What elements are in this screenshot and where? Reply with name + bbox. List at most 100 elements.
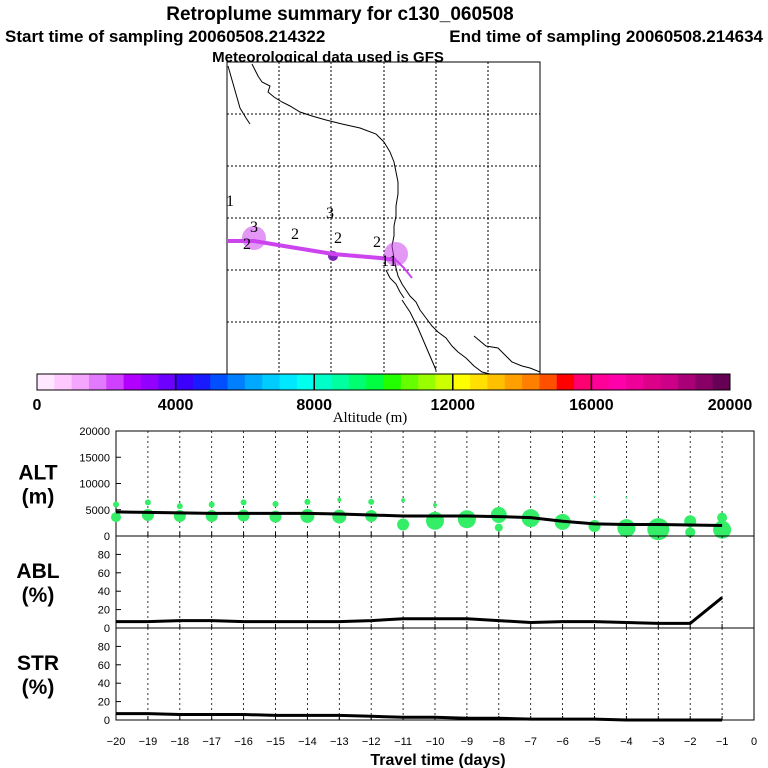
map-height-label: 3 xyxy=(250,219,258,236)
panel-unit-label: (%) xyxy=(22,676,55,699)
colorbar-swatch xyxy=(192,374,211,390)
panel-ytick-label: 80 xyxy=(98,549,110,561)
colorbar-swatch xyxy=(296,374,315,390)
panel-ytick-label: 5000 xyxy=(86,505,110,517)
x-tick-label: −10 xyxy=(426,736,445,748)
colorbar-swatch xyxy=(123,374,142,390)
colorbar-swatch xyxy=(556,374,575,390)
panel-unit-label: (%) xyxy=(22,584,55,607)
colorbar-tick-label: 12000 xyxy=(431,397,476,414)
colorbar-tick-label: 4000 xyxy=(158,397,194,414)
panel-ytick-label: 15000 xyxy=(79,452,110,464)
altitude-scatter-point xyxy=(111,512,121,523)
altitude-scatter-point xyxy=(433,503,437,508)
altitude-scatter-point xyxy=(490,507,507,523)
plume-tail xyxy=(395,259,413,279)
altitude-scatter-point xyxy=(426,511,444,530)
panel-ytick-label: 80 xyxy=(98,641,110,653)
x-tick-label: −16 xyxy=(234,736,253,748)
altitude-scatter-point xyxy=(617,519,636,538)
map-height-label: 2 xyxy=(334,230,342,247)
map-height-label: 1 xyxy=(226,193,234,210)
x-tick-label: −7 xyxy=(524,736,537,748)
panel-label: STR xyxy=(17,652,59,675)
altitude-scatter-point xyxy=(625,496,628,499)
colorbar-swatch xyxy=(522,374,540,390)
colorbar-swatch xyxy=(487,374,506,390)
colorbar-swatch xyxy=(383,374,402,390)
panel-label: ALT xyxy=(18,462,57,485)
x-tick-label: −12 xyxy=(362,736,381,748)
altitude-scatter-point xyxy=(332,509,347,524)
colorbar-tick-label: 8000 xyxy=(296,397,332,414)
panel-ytick-label: 40 xyxy=(98,586,110,598)
altitude-scatter-point xyxy=(717,512,728,523)
colorbar-tick-label: 16000 xyxy=(569,397,614,414)
map-height-label: 1 xyxy=(389,253,397,270)
x-tick-label: −17 xyxy=(202,736,221,748)
colorbar-swatch xyxy=(227,374,246,390)
end-time-label: End time of sampling 20060508.214634 xyxy=(449,27,763,46)
altitude-scatter-point xyxy=(237,509,250,522)
colorbar-swatch xyxy=(88,374,107,390)
x-tick-label: −19 xyxy=(139,736,158,748)
altitude-scatter-point xyxy=(593,495,596,498)
colorbar-swatch xyxy=(435,374,454,390)
inland-coast xyxy=(473,335,541,373)
panel-label: ABL xyxy=(16,560,59,583)
series-line xyxy=(116,596,724,625)
coastline xyxy=(251,63,491,375)
figure-title: Retroplume summary for c130_060508 xyxy=(166,4,513,25)
series-line xyxy=(116,712,723,722)
colorbar-swatch xyxy=(591,374,610,390)
altitude-scatter-point xyxy=(337,497,342,502)
panel-ytick-label: 20000 xyxy=(79,426,110,438)
colorbar-swatch xyxy=(331,374,350,390)
colorbar-frame xyxy=(36,373,731,391)
colorbar-swatch xyxy=(54,374,73,390)
altitude-scatter-point xyxy=(304,498,311,505)
altitude-scatter-point xyxy=(397,518,410,531)
x-tick-label: −3 xyxy=(652,736,665,748)
panel-ytick-label: 20 xyxy=(98,605,110,617)
colorbar-swatch xyxy=(140,374,159,390)
x-tick-label: −4 xyxy=(620,736,633,748)
colorbar-swatch xyxy=(504,374,523,390)
altitude-scatter-point xyxy=(494,523,503,532)
colorbar-swatch xyxy=(626,374,644,390)
colorbar-swatch xyxy=(470,374,488,390)
map-height-label: 2 xyxy=(373,234,381,251)
peninsula-outline xyxy=(401,299,437,371)
colorbar-swatch xyxy=(158,374,177,390)
time-series-panels: 05000100001500020000ALT(m)020406080ABL(%… xyxy=(16,426,757,748)
panel-ytick-label: 0 xyxy=(104,531,110,543)
x-tick-label: −15 xyxy=(266,736,285,748)
altitude-scatter-point xyxy=(240,499,247,506)
colorbar-swatch xyxy=(366,374,384,390)
colorbar-label: Altitude (m) xyxy=(333,410,408,426)
colorbar-swatch xyxy=(712,374,731,390)
altitude-scatter-point xyxy=(300,509,315,524)
trajectory-map: 1 3 2 2 3 2 2 1 1 xyxy=(226,61,541,375)
bay-outline xyxy=(385,269,405,299)
x-tick-label: −11 xyxy=(394,736,412,748)
colorbar-swatch xyxy=(210,374,229,390)
altitude-scatter-point xyxy=(141,509,154,521)
panel-ytick-label: 20 xyxy=(98,697,110,709)
x-tick-label: −1 xyxy=(716,736,729,748)
x-tick-label: 0 xyxy=(751,736,757,748)
colorbar-swatch xyxy=(106,374,125,390)
altitude-scatter-point xyxy=(144,499,151,506)
colorbar-swatch xyxy=(262,374,281,390)
altitude-scatter-point xyxy=(457,510,476,529)
altitude-scatter-point xyxy=(588,520,601,533)
map-height-label: 1 xyxy=(381,253,389,270)
colorbar-tick-label: 20000 xyxy=(708,397,753,414)
colorbar-swatch xyxy=(418,374,436,390)
colorbar-swatch xyxy=(400,374,419,390)
colorbar-swatch xyxy=(244,374,263,390)
map-height-label: 2 xyxy=(291,226,299,243)
x-tick-label: −2 xyxy=(684,736,697,748)
colorbar-swatch xyxy=(660,374,679,390)
